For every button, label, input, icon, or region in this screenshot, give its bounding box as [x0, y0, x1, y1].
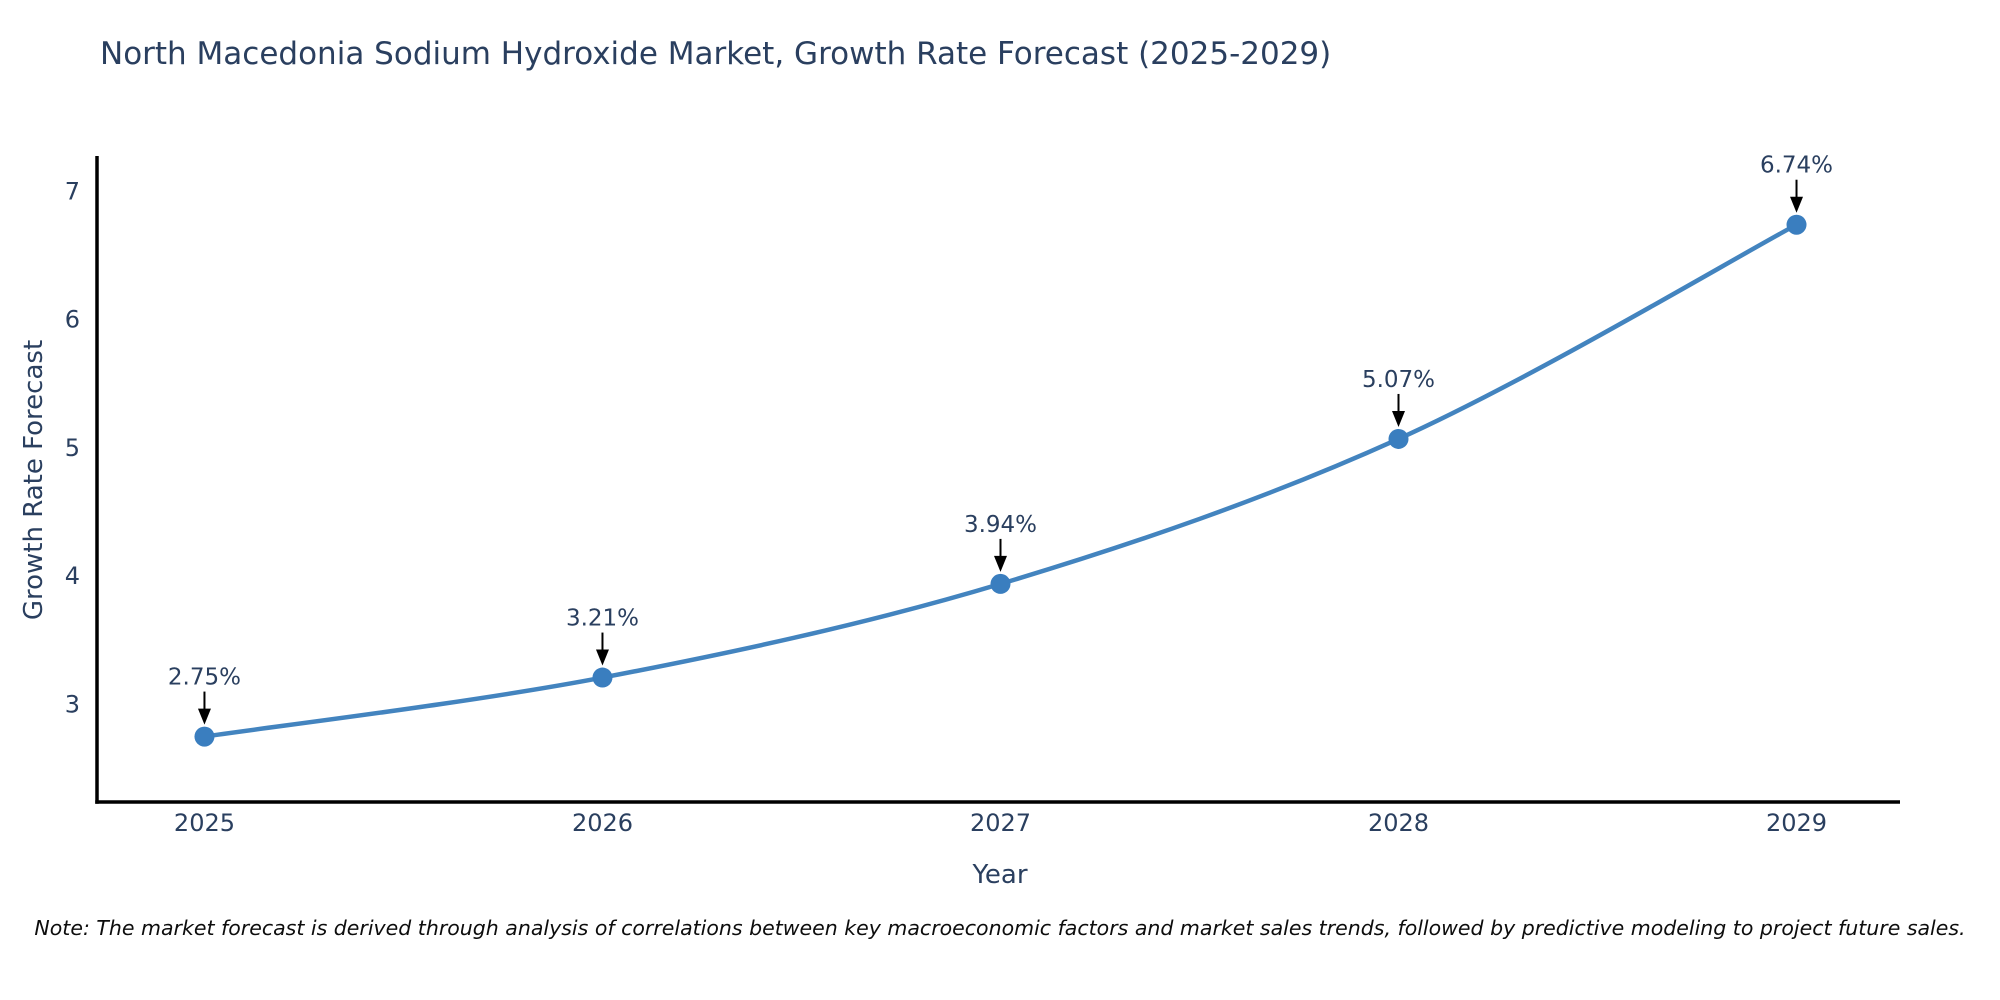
- chart-title: North Macedonia Sodium Hydroxide Market,…: [100, 36, 1332, 72]
- data-point-marker: [194, 726, 215, 747]
- y-tick-label: 7: [65, 177, 80, 205]
- x-axis-title: Year: [972, 860, 1028, 890]
- x-tick-label: 2027: [970, 809, 1031, 837]
- value-label: 6.74%: [1760, 153, 1833, 179]
- value-label: 3.21%: [566, 606, 639, 632]
- annotation-arrowhead: [595, 649, 609, 666]
- y-tick-label: 6: [65, 306, 80, 334]
- value-label: 2.75%: [168, 665, 241, 691]
- x-tick-label: 2028: [1368, 809, 1429, 837]
- value-label: 3.94%: [964, 512, 1037, 538]
- y-tick-label: 4: [65, 562, 80, 590]
- y-tick-label: 3: [65, 691, 80, 719]
- series-line: [204, 222, 1798, 739]
- data-point-marker: [1388, 428, 1409, 449]
- value-label: 5.07%: [1362, 367, 1435, 393]
- x-tick-label: 2025: [174, 809, 235, 837]
- data-point-marker: [1786, 214, 1807, 235]
- data-point-marker: [990, 573, 1011, 594]
- annotation-arrowhead: [993, 555, 1007, 572]
- x-tick-label: 2029: [1766, 809, 1827, 837]
- annotation-arrowhead: [197, 708, 211, 725]
- annotation-arrowhead: [1790, 196, 1804, 213]
- chart-note: Note: The market forecast is derived thr…: [34, 916, 1966, 940]
- data-point-marker: [592, 667, 613, 688]
- y-tick-label: 5: [65, 434, 80, 462]
- x-tick-label: 2026: [572, 809, 633, 837]
- annotation-arrowhead: [1392, 410, 1406, 427]
- y-axis-title: Growth Rate Forecast: [19, 339, 49, 621]
